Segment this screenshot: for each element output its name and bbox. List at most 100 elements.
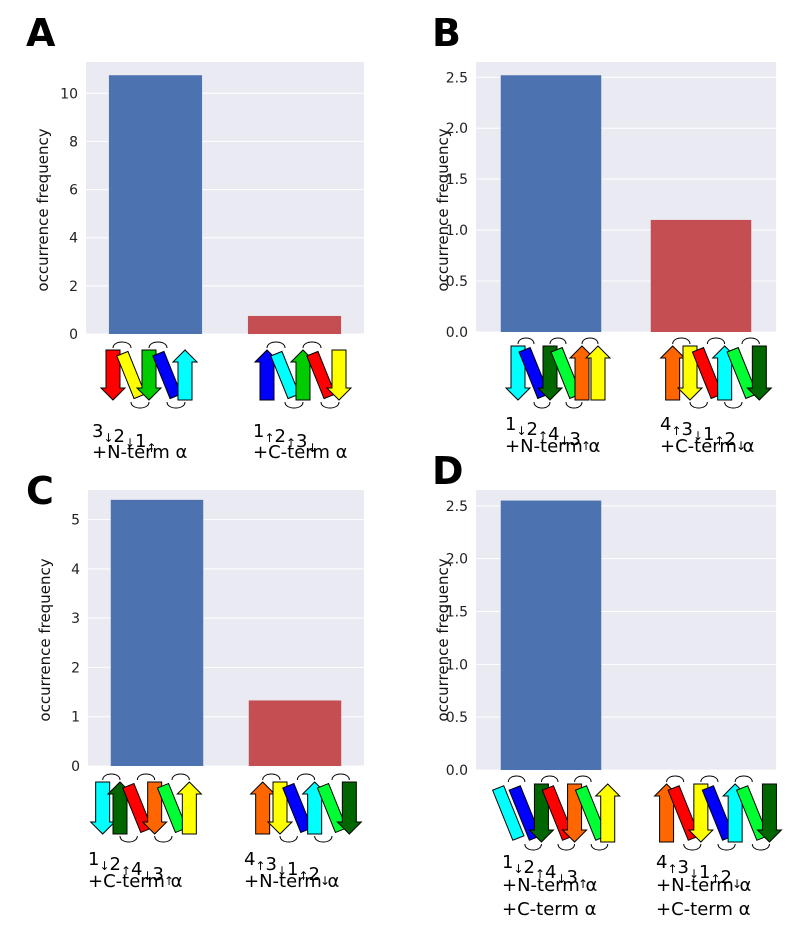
y-tick-label: 2.0 (446, 552, 468, 568)
loop-connector (507, 775, 609, 851)
alpha-helix-cylinder (116, 350, 146, 400)
panel-letter-a: A (26, 11, 56, 55)
y-tick-label: 2 (69, 279, 78, 295)
bar-chart-b: 0.0 0.5 1.0 1.5 2.0 2.5 (446, 62, 776, 341)
bar-chart-a: 0 2 4 6 8 10 (60, 62, 364, 343)
schematics-c (89, 773, 363, 843)
beta-strand-arrow (176, 781, 203, 835)
bar (247, 315, 342, 334)
panel-letter-d: D (432, 449, 464, 493)
alpha-helix-cylinder (491, 785, 525, 841)
bar (108, 75, 203, 334)
beta-strand-arrow (594, 783, 621, 843)
beta-strand-arrow (249, 781, 276, 835)
panel-c: C occurrence frequency 0 1 2 3 4 5 1↓2↑4↓3↑ +… (26, 469, 364, 892)
beta-strand-arrow (336, 781, 363, 835)
caption-line: +N-term α (656, 875, 751, 896)
y-tick-label: 10 (60, 86, 78, 102)
topology-label: 4↑3↓1↑2↓ (244, 849, 330, 888)
alpha-helix-cylinder (541, 785, 575, 841)
bar (248, 700, 342, 766)
y-tick-label: 0.0 (446, 325, 468, 341)
topology-label: 1↓2↑4↓3↑ (505, 414, 591, 453)
y-tick-label: 2 (71, 660, 80, 676)
beta-strand-arrow (584, 345, 612, 401)
y-tick-label: 0.5 (446, 710, 468, 726)
y-tick-label: 2.5 (446, 70, 468, 86)
loop-connector (266, 341, 340, 409)
panel-letter-c: C (26, 469, 54, 513)
caption-line: +C-term α (88, 871, 182, 892)
schematics-b (504, 337, 773, 409)
caption-line: +N-term α (505, 436, 600, 457)
bar (650, 219, 752, 332)
caption-line: +C-term α (660, 436, 754, 457)
beta-strand-arrow (746, 345, 773, 401)
panel-letter-b: B (432, 11, 461, 55)
caption-line: +C-term α (502, 899, 596, 920)
alpha-helix-cylinder (726, 346, 758, 400)
y-tick-label: 1.5 (446, 172, 468, 188)
y-axis-label: occurrence frequency (36, 558, 54, 721)
y-tick-label: 3 (71, 611, 80, 627)
caption-line: +N-term α (244, 871, 339, 892)
y-tick-label: 0 (69, 327, 78, 343)
bar-chart-d: 0.0 0.5 1.0 1.5 2.0 2.5 (446, 490, 776, 779)
beta-strand-arrow (89, 781, 116, 835)
topology-label: 4↑3↓1↑2↓ (656, 852, 742, 891)
alpha-helix-cylinder (156, 782, 188, 834)
loop-connector (112, 341, 186, 409)
y-axis-label: occurrence frequency (34, 128, 52, 291)
topology-label: 1↓2↑4↓3↑ (88, 849, 174, 888)
y-tick-label: 0.5 (446, 274, 468, 290)
beta-strand-arrow (568, 345, 596, 401)
bar (110, 499, 204, 766)
caption-line: +C-term α (656, 899, 750, 920)
topology-label: 1↓2↑4↓3↑ (502, 852, 588, 891)
y-axis-label: occurrence frequency (434, 558, 452, 721)
bar (500, 75, 602, 332)
loop-connector (672, 337, 760, 409)
alpha-helix-cylinder (270, 350, 300, 400)
y-tick-label: 5 (71, 513, 80, 529)
schematics-a (99, 341, 353, 409)
beta-strand-arrow (171, 349, 199, 401)
alpha-helix-cylinder (735, 785, 769, 841)
y-tick-label: 1.5 (446, 605, 468, 621)
y-tick-label: 4 (71, 562, 80, 578)
alpha-helix-cylinder (518, 346, 550, 400)
alpha-helix-cylinder (316, 782, 348, 834)
panel-d: D occurrence frequency 0.0 0.5 1.0 1.5 2.0 2.… (432, 449, 783, 920)
bar (500, 500, 602, 770)
topology-label: 3↓2↓1↑ (92, 421, 157, 455)
topology-label: 4↑3↓1↑2↓ (660, 414, 746, 453)
beta-strand-arrow (756, 783, 783, 843)
y-axis-label: occurrence frequency (434, 128, 452, 291)
caption-line: +C-term α (253, 442, 347, 463)
beta-strand-arrow (659, 345, 686, 401)
loop-connector (102, 773, 190, 843)
loop-connector (666, 775, 770, 851)
alpha-helix-cylinder (306, 350, 336, 400)
y-tick-label: 8 (69, 134, 78, 150)
alpha-helix-cylinder (282, 782, 313, 834)
y-tick-label: 1.0 (446, 223, 468, 239)
y-tick-label: 2.5 (446, 499, 468, 515)
panel-a: A occurrence frequency 0 2 4 6 8 10 3↓2↓1↑ +N… (26, 11, 364, 463)
y-tick-label: 1.0 (446, 657, 468, 673)
y-tick-label: 1 (71, 710, 80, 726)
y-tick-label: 2.0 (446, 121, 468, 137)
alpha-helix-cylinder (152, 350, 182, 400)
alpha-helix-cylinder (508, 785, 542, 841)
caption-line: +N-term α (502, 875, 597, 896)
panel-b: B occurrence frequency 0.0 0.5 1.0 1.5 2.0 2.… (432, 11, 776, 457)
topology-label: 1↑2↑3↓ (253, 421, 318, 455)
loop-connector (517, 337, 599, 409)
alpha-helix-cylinder (667, 785, 701, 841)
schematics-d (491, 775, 783, 851)
alpha-helix-cylinder (691, 346, 723, 400)
y-tick-label: 6 (69, 183, 78, 199)
alpha-helix-cylinder (122, 782, 153, 834)
y-tick-label: 0.0 (446, 763, 468, 779)
